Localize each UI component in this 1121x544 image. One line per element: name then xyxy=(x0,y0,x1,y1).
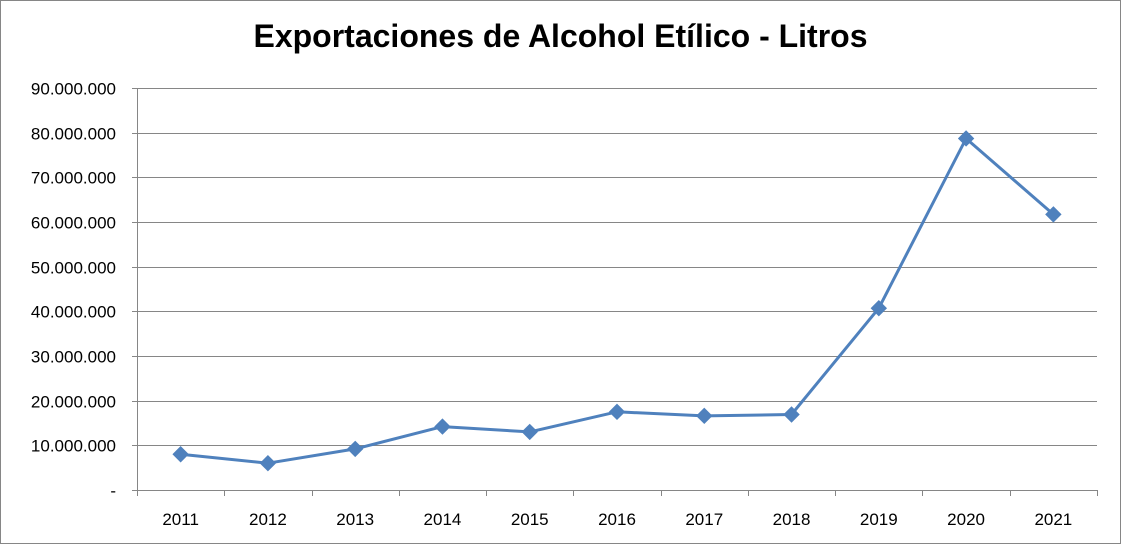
data-point-marker xyxy=(870,299,888,317)
y-tick-label: - xyxy=(110,482,116,501)
x-tick-label: 2021 xyxy=(1034,510,1072,529)
x-axis-ticks: 2011 2012 2013 2014 2015 2016 2017 2018 2019 2020… xyxy=(162,510,1072,529)
x-tick-label: 2017 xyxy=(685,510,723,529)
x-tick-label: 2013 xyxy=(336,510,374,529)
chart-title: Exportaciones de Alcohol Etílico - Litro… xyxy=(253,18,868,54)
x-tick-label: 2019 xyxy=(860,510,898,529)
y-tick-label: 70.000.000 xyxy=(31,169,116,188)
data-point-marker xyxy=(521,423,538,441)
y-tick-label: 20.000.000 xyxy=(31,393,116,412)
x-tick-label: 2016 xyxy=(598,510,636,529)
axes xyxy=(132,88,1098,496)
y-axis-ticks: - 10.000.000 20.000.000 30.000.000 40.000.00… xyxy=(31,80,116,501)
x-tick-label: 2012 xyxy=(249,510,287,529)
gridlines xyxy=(137,88,1097,446)
data-point-marker xyxy=(957,130,975,147)
y-tick-label: 30.000.000 xyxy=(31,348,116,367)
x-tick-label: 2015 xyxy=(511,510,549,529)
x-tick-label: 2020 xyxy=(947,510,985,529)
data-point-marker xyxy=(259,454,277,472)
data-point-marker xyxy=(1045,206,1062,223)
data-point-marker xyxy=(172,446,189,463)
data-point-marker xyxy=(346,440,364,458)
data-point-marker xyxy=(696,407,713,425)
series-group xyxy=(172,130,1062,472)
x-tick-label: 2018 xyxy=(773,510,811,529)
data-point-marker xyxy=(783,406,800,423)
y-tick-label: 10.000.000 xyxy=(31,437,116,456)
y-tick-label: 60.000.000 xyxy=(31,214,116,233)
data-point-marker xyxy=(608,403,626,421)
x-tick-label: 2014 xyxy=(424,510,462,529)
y-tick-label: 50.000.000 xyxy=(31,259,116,278)
data-point-marker xyxy=(434,418,451,435)
y-tick-label: 90.000.000 xyxy=(31,80,116,99)
y-tick-label: 40.000.000 xyxy=(31,303,116,322)
x-tick-label: 2011 xyxy=(162,510,199,529)
y-tick-label: 80.000.000 xyxy=(31,125,116,144)
